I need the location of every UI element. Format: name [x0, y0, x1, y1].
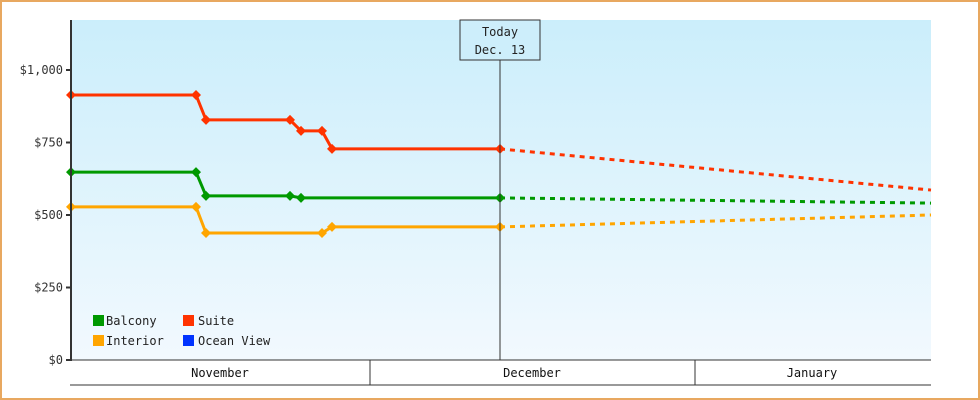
- projected-line-suite: [499, 147, 932, 192]
- data-point[interactable]: [285, 114, 295, 125]
- legend-label-interior: Interior: [106, 334, 164, 348]
- data-point[interactable]: [317, 227, 327, 238]
- legend-swatch-interior: [93, 335, 104, 346]
- projected-line-balcony: [499, 196, 932, 205]
- y-tick-label: $500: [34, 208, 63, 222]
- data-point[interactable]: [317, 125, 327, 136]
- data-point[interactable]: [327, 221, 337, 232]
- legend: Balcony Suite Interior Ocean View: [93, 314, 271, 348]
- legend-swatch-balcony: [93, 315, 104, 326]
- history-line-interior: [71, 205, 500, 235]
- legend-swatch-suite: [183, 315, 194, 326]
- data-point[interactable]: [201, 190, 211, 201]
- y-tick-label: $750: [34, 136, 63, 150]
- today-date: Dec. 13: [475, 43, 526, 57]
- month-label-december: December: [503, 366, 561, 380]
- plot-area: [71, 20, 931, 360]
- data-point[interactable]: [201, 227, 211, 238]
- legend-label-ocean-view: Ocean View: [198, 334, 271, 348]
- data-point[interactable]: [296, 192, 306, 203]
- projected-line-interior: [499, 213, 932, 229]
- data-point[interactable]: [201, 114, 211, 125]
- data-point[interactable]: [327, 143, 337, 154]
- y-tick-label: $1,000: [20, 63, 63, 77]
- today-label: Today: [482, 25, 518, 39]
- legend-label-suite: Suite: [198, 314, 234, 328]
- month-label-november: November: [191, 366, 249, 380]
- y-axis: $0 $250 $500 $750 $1,000: [20, 63, 71, 367]
- legend-swatch-ocean-view: [183, 335, 194, 346]
- data-point[interactable]: [191, 167, 201, 178]
- data-point[interactable]: [191, 201, 201, 212]
- history-line-balcony: [71, 170, 500, 200]
- data-point[interactable]: [285, 190, 295, 201]
- y-tick-label: $250: [34, 281, 63, 295]
- today-marker-box: [459, 19, 541, 61]
- data-point[interactable]: [296, 125, 306, 136]
- series-layer: [66, 89, 932, 238]
- month-label-january: January: [787, 366, 838, 380]
- y-tick-label: $0: [49, 353, 63, 367]
- legend-label-balcony: Balcony: [106, 314, 157, 328]
- data-point[interactable]: [191, 89, 201, 100]
